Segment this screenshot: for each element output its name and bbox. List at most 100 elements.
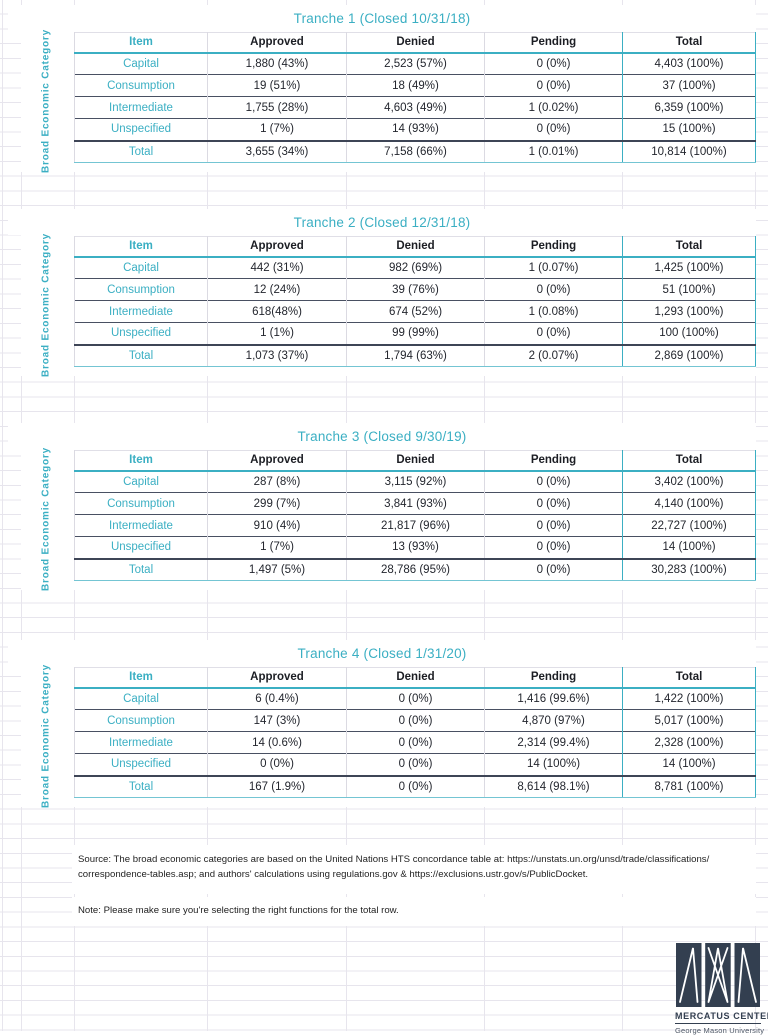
- consumption-row: Consumption 19 (51%) 18 (49%) 0 (0%) 37 …: [74, 74, 756, 97]
- mercatus-center-logo: MERCATUS CENTER George Mason University: [675, 943, 768, 1035]
- intermediate-row: Intermediate 1,755 (28%) 4,603 (49%) 1 (…: [74, 96, 756, 119]
- tranche-4-table-panel: Broad Economic Category Item Approved De…: [21, 664, 756, 808]
- header-item: Item: [74, 236, 208, 258]
- value-cell: 6,359 (100%): [622, 96, 756, 119]
- value-cell: 99 (99%): [346, 322, 485, 345]
- value-cell: 1 (0.01%): [484, 139, 623, 163]
- value-cell: 0 (0%): [346, 774, 485, 798]
- value-cell: 1,422 (100%): [622, 687, 756, 710]
- value-cell: 13 (93%): [346, 536, 485, 559]
- item-cell: Unspecified: [74, 322, 208, 345]
- value-cell: 1,497 (5%): [207, 557, 347, 581]
- value-cell: 167 (1.9%): [207, 774, 347, 798]
- logo-divider: [675, 1023, 761, 1024]
- value-cell: 618(48%): [207, 300, 347, 323]
- value-cell: 2,328 (100%): [622, 731, 756, 754]
- value-cell: 4,403 (100%): [622, 52, 756, 75]
- value-cell: 5,017 (100%): [622, 709, 756, 732]
- value-cell: 10,814 (100%): [622, 139, 756, 163]
- item-cell: Intermediate: [74, 514, 208, 537]
- tranche-2-title-bar: Tranche 2 (Closed 12/31/18): [8, 209, 756, 235]
- value-cell: 674 (52%): [346, 300, 485, 323]
- value-cell: 0 (0%): [484, 536, 623, 559]
- tranche-1-table-panel: Broad Economic Category Item Approved De…: [21, 29, 756, 173]
- intermediate-row: Intermediate 14 (0.6%) 0 (0%) 2,314 (99.…: [74, 731, 756, 754]
- value-cell: 3,841 (93%): [346, 492, 485, 515]
- tranche-3-table: Item Approved Denied Pending Total Capit…: [74, 450, 756, 581]
- value-cell: 14 (0.6%): [207, 731, 347, 754]
- value-cell: 15 (100%): [622, 118, 756, 141]
- item-cell: Total: [74, 557, 208, 581]
- value-cell: 22,727 (100%): [622, 514, 756, 537]
- value-cell: 1,073 (37%): [207, 343, 347, 367]
- header-pending: Pending: [484, 236, 623, 258]
- header-row: Item Approved Denied Pending Total: [74, 236, 756, 258]
- value-cell: 1 (7%): [207, 536, 347, 559]
- value-cell: 1,293 (100%): [622, 300, 756, 323]
- header-approved: Approved: [207, 236, 347, 258]
- value-cell: 0 (0%): [484, 74, 623, 97]
- capital-row: Capital 6 (0.4%) 0 (0%) 1,416 (99.6%) 1,…: [74, 687, 756, 710]
- item-cell: Total: [74, 139, 208, 163]
- value-cell: 39 (76%): [346, 278, 485, 301]
- tranche-2-table-panel: Broad Economic Category Item Approved De…: [21, 233, 756, 377]
- item-cell: Unspecified: [74, 536, 208, 559]
- value-cell: 442 (31%): [207, 256, 347, 279]
- unspecified-row: Unspecified 1 (7%) 14 (93%) 0 (0%) 15 (1…: [74, 118, 756, 141]
- value-cell: 1,425 (100%): [622, 256, 756, 279]
- header-item: Item: [74, 450, 208, 472]
- tranche-1-table: Item Approved Denied Pending Total Capit…: [74, 32, 756, 163]
- value-cell: 19 (51%): [207, 74, 347, 97]
- source-note: Source: The broad economic categories ar…: [72, 845, 756, 894]
- capital-row: Capital 442 (31%) 982 (69%) 1 (0.07%) 1,…: [74, 256, 756, 279]
- item-cell: Unspecified: [74, 118, 208, 141]
- value-cell: 3,402 (100%): [622, 470, 756, 493]
- header-pending: Pending: [484, 32, 623, 54]
- value-cell: 1 (1%): [207, 322, 347, 345]
- value-cell: 147 (3%): [207, 709, 347, 732]
- header-pending: Pending: [484, 450, 623, 472]
- value-cell: 8,614 (98.1%): [484, 774, 623, 798]
- value-cell: 37 (100%): [622, 74, 756, 97]
- item-cell: Capital: [74, 470, 208, 493]
- header-approved: Approved: [207, 667, 347, 689]
- value-cell: 0 (0%): [484, 557, 623, 581]
- value-cell: 1,880 (43%): [207, 52, 347, 75]
- value-cell: 14 (93%): [346, 118, 485, 141]
- header-row: Item Approved Denied Pending Total: [74, 32, 756, 54]
- value-cell: 28,786 (95%): [346, 557, 485, 581]
- item-cell: Consumption: [74, 74, 208, 97]
- tranche-3-table-panel: Broad Economic Category Item Approved De…: [21, 447, 756, 591]
- total-row: Total 1,073 (37%) 1,794 (63%) 2 (0.07%) …: [74, 343, 756, 367]
- value-cell: 0 (0%): [484, 470, 623, 493]
- value-cell: 0 (0%): [346, 709, 485, 732]
- value-cell: 2,314 (99.4%): [484, 731, 623, 754]
- value-cell: 0 (0%): [484, 514, 623, 537]
- value-cell: 14 (100%): [484, 753, 623, 776]
- tranche-2-table: Item Approved Denied Pending Total Capit…: [74, 236, 756, 367]
- header-total: Total: [622, 667, 756, 689]
- header-denied: Denied: [346, 667, 485, 689]
- value-cell: 982 (69%): [346, 256, 485, 279]
- tranche-3-title: Tranche 3 (Closed 9/30/19): [297, 428, 467, 444]
- value-cell: 12 (24%): [207, 278, 347, 301]
- value-cell: 1 (0.08%): [484, 300, 623, 323]
- value-cell: 4,140 (100%): [622, 492, 756, 515]
- unspecified-row: Unspecified 0 (0%) 0 (0%) 14 (100%) 14 (…: [74, 753, 756, 776]
- value-cell: 2 (0.07%): [484, 343, 623, 367]
- item-cell: Capital: [74, 256, 208, 279]
- value-cell: 0 (0%): [346, 753, 485, 776]
- value-cell: 14 (100%): [622, 753, 756, 776]
- header-pending: Pending: [484, 667, 623, 689]
- total-row: Total 1,497 (5%) 28,786 (95%) 0 (0%) 30,…: [74, 557, 756, 581]
- capital-row: Capital 1,880 (43%) 2,523 (57%) 0 (0%) 4…: [74, 52, 756, 75]
- header-denied: Denied: [346, 450, 485, 472]
- header-approved: Approved: [207, 32, 347, 54]
- tranche-4-table: Item Approved Denied Pending Total Capit…: [74, 667, 756, 798]
- value-cell: 0 (0%): [484, 278, 623, 301]
- mercatus-logo-mark: [676, 943, 760, 1007]
- tranche-4-title: Tranche 4 (Closed 1/31/20): [297, 645, 467, 661]
- value-cell: 30,283 (100%): [622, 557, 756, 581]
- total-row: Total 167 (1.9%) 0 (0%) 8,614 (98.1%) 8,…: [74, 774, 756, 798]
- value-cell: 6 (0.4%): [207, 687, 347, 710]
